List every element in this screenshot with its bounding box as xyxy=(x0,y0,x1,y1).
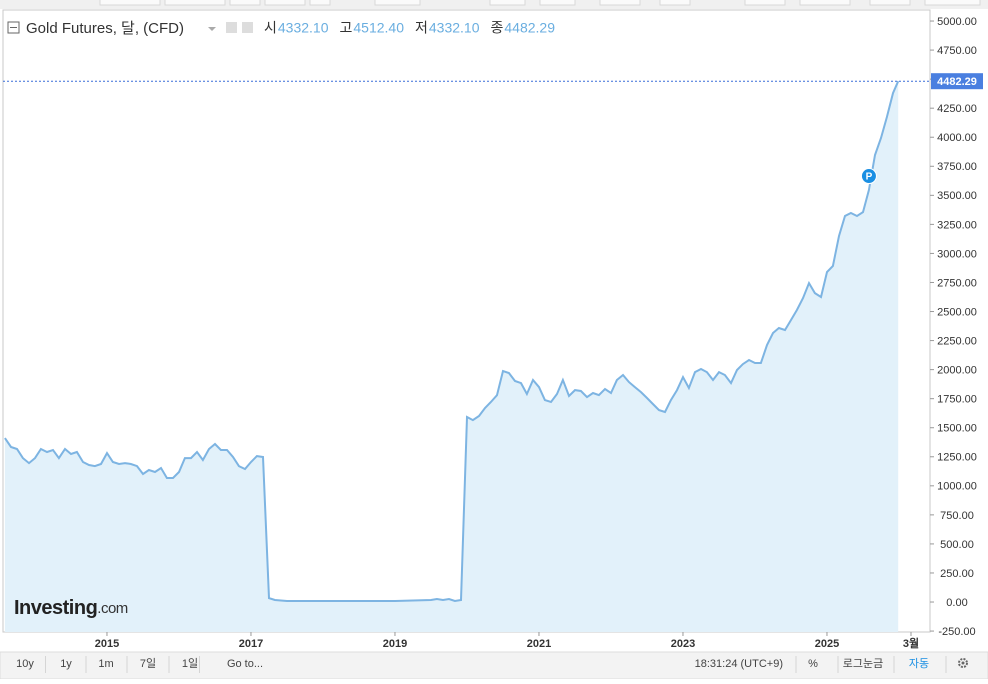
toolbar-button[interactable]: 1일 xyxy=(182,656,198,670)
settings-icon[interactable] xyxy=(226,22,237,33)
price-line xyxy=(4,80,900,603)
y-tick-label: 0.00 xyxy=(946,597,967,609)
settings-icon[interactable] xyxy=(242,22,253,33)
y-tick-label: 750.00 xyxy=(940,510,974,522)
y-tick-label: 3750.00 xyxy=(937,161,977,173)
ohlc-value: 4512.40 xyxy=(353,20,404,36)
toolbar-button[interactable]: 7일 xyxy=(140,656,156,670)
y-tick-label: 1000.00 xyxy=(937,481,977,493)
svg-text:Investing.com: Investing.com xyxy=(14,597,128,619)
ohlc-label: 시 xyxy=(264,20,277,36)
y-tick-label: 2750.00 xyxy=(937,277,977,289)
last-price-tag xyxy=(931,73,983,90)
plot-layer: P xyxy=(3,80,930,632)
annotation-label: P xyxy=(866,172,873,183)
y-tick-label: 1500.00 xyxy=(937,423,977,435)
toolbar-button[interactable]: 1y xyxy=(60,658,72,670)
y-tick-label: -250.00 xyxy=(938,626,975,638)
x-tick-label: 2025 xyxy=(815,638,839,650)
toolbar-time: 18:31:24 (UTC+9) xyxy=(695,658,783,670)
ohlc-value: 4332.10 xyxy=(429,20,480,36)
logo: Investing.com xyxy=(14,597,128,619)
toolbar-button[interactable]: 자동 xyxy=(909,657,929,670)
x-tick-label: 2015 xyxy=(95,638,119,650)
last-price-label: 4482.29 xyxy=(937,76,977,88)
ohlc-value: 4482.29 xyxy=(504,20,555,36)
y-tick-label: 2500.00 xyxy=(937,306,977,318)
y-tick-label: 4750.00 xyxy=(937,45,977,57)
x-tick-label: 2023 xyxy=(671,638,695,650)
ohlc-label: 저 xyxy=(415,20,428,36)
x-tick-label: 2017 xyxy=(239,638,263,650)
y-tick-label: 2000.00 xyxy=(937,365,977,377)
x-tick-label: 2021 xyxy=(527,638,551,650)
chart-title: Gold Futures, 달, (CFD) xyxy=(26,20,184,37)
toolbar-items: 10y 1y 1m 7일 1일 Go to... 18:31:24 (UTC+9)% 로그눈금… xyxy=(16,656,947,673)
toolbar-button[interactable]: 로그눈금 xyxy=(843,657,883,670)
logo-brand: Investing xyxy=(14,597,97,619)
y-tick-label: 4250.00 xyxy=(937,103,977,115)
y-tick-label: 1750.00 xyxy=(937,394,977,406)
title-dropdown[interactable] xyxy=(208,27,216,31)
x-tick-label: 2019 xyxy=(383,638,407,650)
y-tick-label: 3250.00 xyxy=(937,219,977,231)
ohlc-label: 종 xyxy=(491,20,504,36)
toolbar-button[interactable]: % xyxy=(808,658,818,670)
y-tick-label: 250.00 xyxy=(940,568,974,580)
area-fill xyxy=(4,81,899,632)
y-tick-label: 500.00 xyxy=(940,539,974,551)
ohlc-value: 4332.10 xyxy=(278,20,329,36)
annotation-marker[interactable] xyxy=(860,168,877,185)
toolbar-button[interactable]: 10y xyxy=(16,658,34,670)
logo-suffix: .com xyxy=(97,600,128,617)
ohlc-legend: 시 4332.10 고 4512.40 저 4332.10 종 4482.29 xyxy=(264,20,555,36)
toolbar-button[interactable]: Go to... xyxy=(227,658,263,670)
ohlc-label: 고 xyxy=(340,20,353,36)
top-tabs xyxy=(99,0,981,6)
y-tick-label: 4000.00 xyxy=(937,132,977,144)
gear-icon[interactable] xyxy=(958,658,968,668)
y-tick-label: 5000.00 xyxy=(937,16,977,28)
y-tick-label: 1250.00 xyxy=(937,452,977,464)
y-tick-label: 3000.00 xyxy=(937,248,977,260)
y-tick-label: 2250.00 xyxy=(937,335,977,347)
y-tick-label: 3500.00 xyxy=(937,190,977,202)
x-tick-label: 3월 xyxy=(903,636,919,650)
toolbar-button[interactable]: 1m xyxy=(98,658,113,670)
